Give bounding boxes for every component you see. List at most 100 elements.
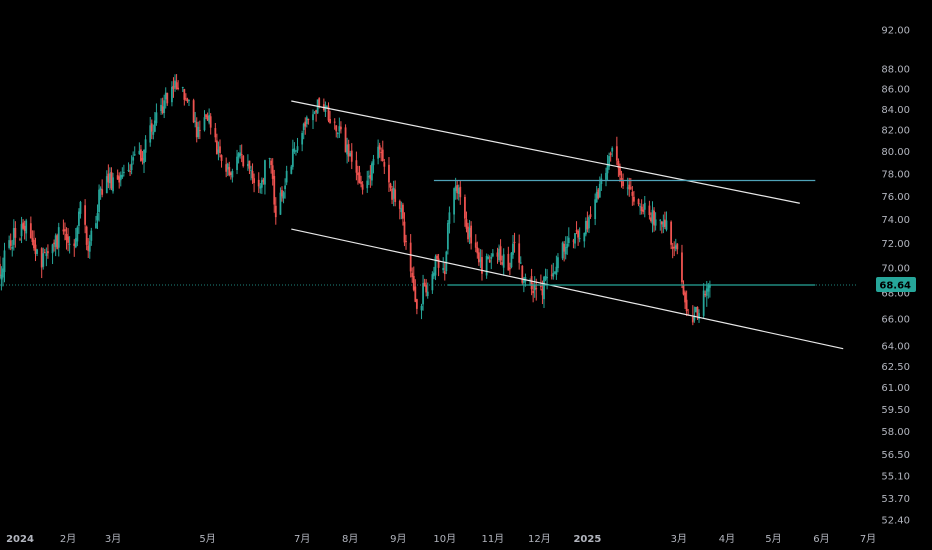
candle-body [313, 112, 316, 114]
candle [96, 204, 99, 229]
candle-body [546, 277, 548, 279]
candle-body [45, 253, 48, 256]
candle-body [87, 245, 90, 251]
candle [226, 162, 229, 177]
candle [54, 233, 57, 257]
x-tick-label: 3月 [671, 533, 687, 545]
candle [324, 101, 327, 117]
time-axis[interactable]: 2024 2月 3月 5月 7月 8月 9月 10月 11月 12月 2025 3月 4月 5月 6月 7月 [6, 533, 876, 545]
candle [19, 237, 21, 241]
candle [693, 306, 696, 323]
y-tick-label: 68.00 [881, 289, 910, 300]
candle [246, 154, 249, 171]
candle-body [116, 175, 119, 180]
candle-body [561, 242, 564, 259]
candle [372, 154, 375, 174]
y-tick-label: 80.00 [881, 147, 910, 158]
candle-body [161, 106, 164, 114]
candle [164, 87, 167, 109]
candle [208, 108, 211, 125]
candle-body [335, 125, 338, 132]
candle [467, 222, 469, 243]
candle-body [673, 246, 676, 249]
drawings-group[interactable] [291, 100, 844, 350]
x-tick-label: 2024 [6, 534, 34, 545]
price-axis[interactable]: 92.00 88.00 86.00 84.00 82.00 80.00 78.00 76.00… [876, 26, 916, 527]
channel-lower-trendline[interactable] [291, 228, 844, 350]
candle-body [225, 164, 228, 172]
candle-body [541, 288, 544, 296]
candle-body [383, 162, 386, 167]
candle [237, 152, 240, 164]
candle [371, 161, 373, 186]
y-tick-label: 70.00 [881, 263, 910, 274]
candle [643, 196, 646, 218]
candle-body [468, 227, 471, 238]
candle-body [186, 99, 189, 102]
candle-body [268, 158, 271, 160]
candle-body [642, 209, 645, 212]
candle [25, 218, 28, 242]
candle-body [237, 153, 240, 158]
candle [507, 246, 510, 271]
candle-body [175, 82, 178, 90]
candle-body [443, 271, 446, 275]
candle-body [293, 148, 296, 152]
candle-body [122, 171, 125, 173]
candle [118, 172, 121, 189]
candle-body [132, 157, 135, 161]
candle [544, 268, 547, 282]
candle-body [133, 154, 136, 156]
candle-body [174, 80, 176, 88]
candle [183, 88, 186, 106]
candle-body [68, 243, 71, 245]
x-tick-label: 11月 [481, 533, 504, 545]
candle [443, 261, 446, 281]
candle [220, 154, 223, 168]
candle [172, 77, 175, 98]
candle-body [377, 146, 380, 159]
candle [336, 131, 339, 139]
candle-body [171, 86, 173, 103]
candle [654, 212, 657, 231]
channel-upper-trendline[interactable] [291, 100, 800, 204]
candle [496, 247, 499, 264]
candle-body [239, 152, 242, 156]
candle [99, 186, 102, 200]
candle [660, 221, 663, 234]
candle-body [465, 219, 468, 229]
candle-body [708, 285, 711, 288]
candle-body [160, 104, 162, 112]
candle-body [155, 112, 158, 124]
candle-body [152, 131, 155, 135]
candle-body [633, 196, 635, 202]
candle [434, 254, 437, 281]
candle [577, 229, 579, 246]
candle-body [150, 123, 153, 132]
candle [567, 227, 570, 247]
candle-body [240, 154, 243, 156]
candle [271, 158, 274, 186]
candle [188, 99, 190, 107]
candle-body [358, 172, 361, 183]
candle-body [192, 100, 195, 123]
candle-body [446, 223, 449, 250]
candle-body [403, 221, 406, 243]
candle-body [347, 144, 350, 157]
candle-body [329, 118, 331, 123]
candle [586, 211, 589, 233]
candle [143, 149, 145, 174]
candle-body [698, 313, 700, 320]
candle-body [307, 118, 310, 120]
candle [43, 248, 46, 254]
candle [665, 211, 668, 232]
candle [8, 235, 11, 250]
y-tick-label: 59.50 [881, 405, 910, 416]
candle-body [285, 170, 288, 183]
candle-body [626, 187, 629, 189]
candle [402, 202, 404, 226]
candle [550, 264, 553, 280]
candle-body [477, 252, 480, 263]
